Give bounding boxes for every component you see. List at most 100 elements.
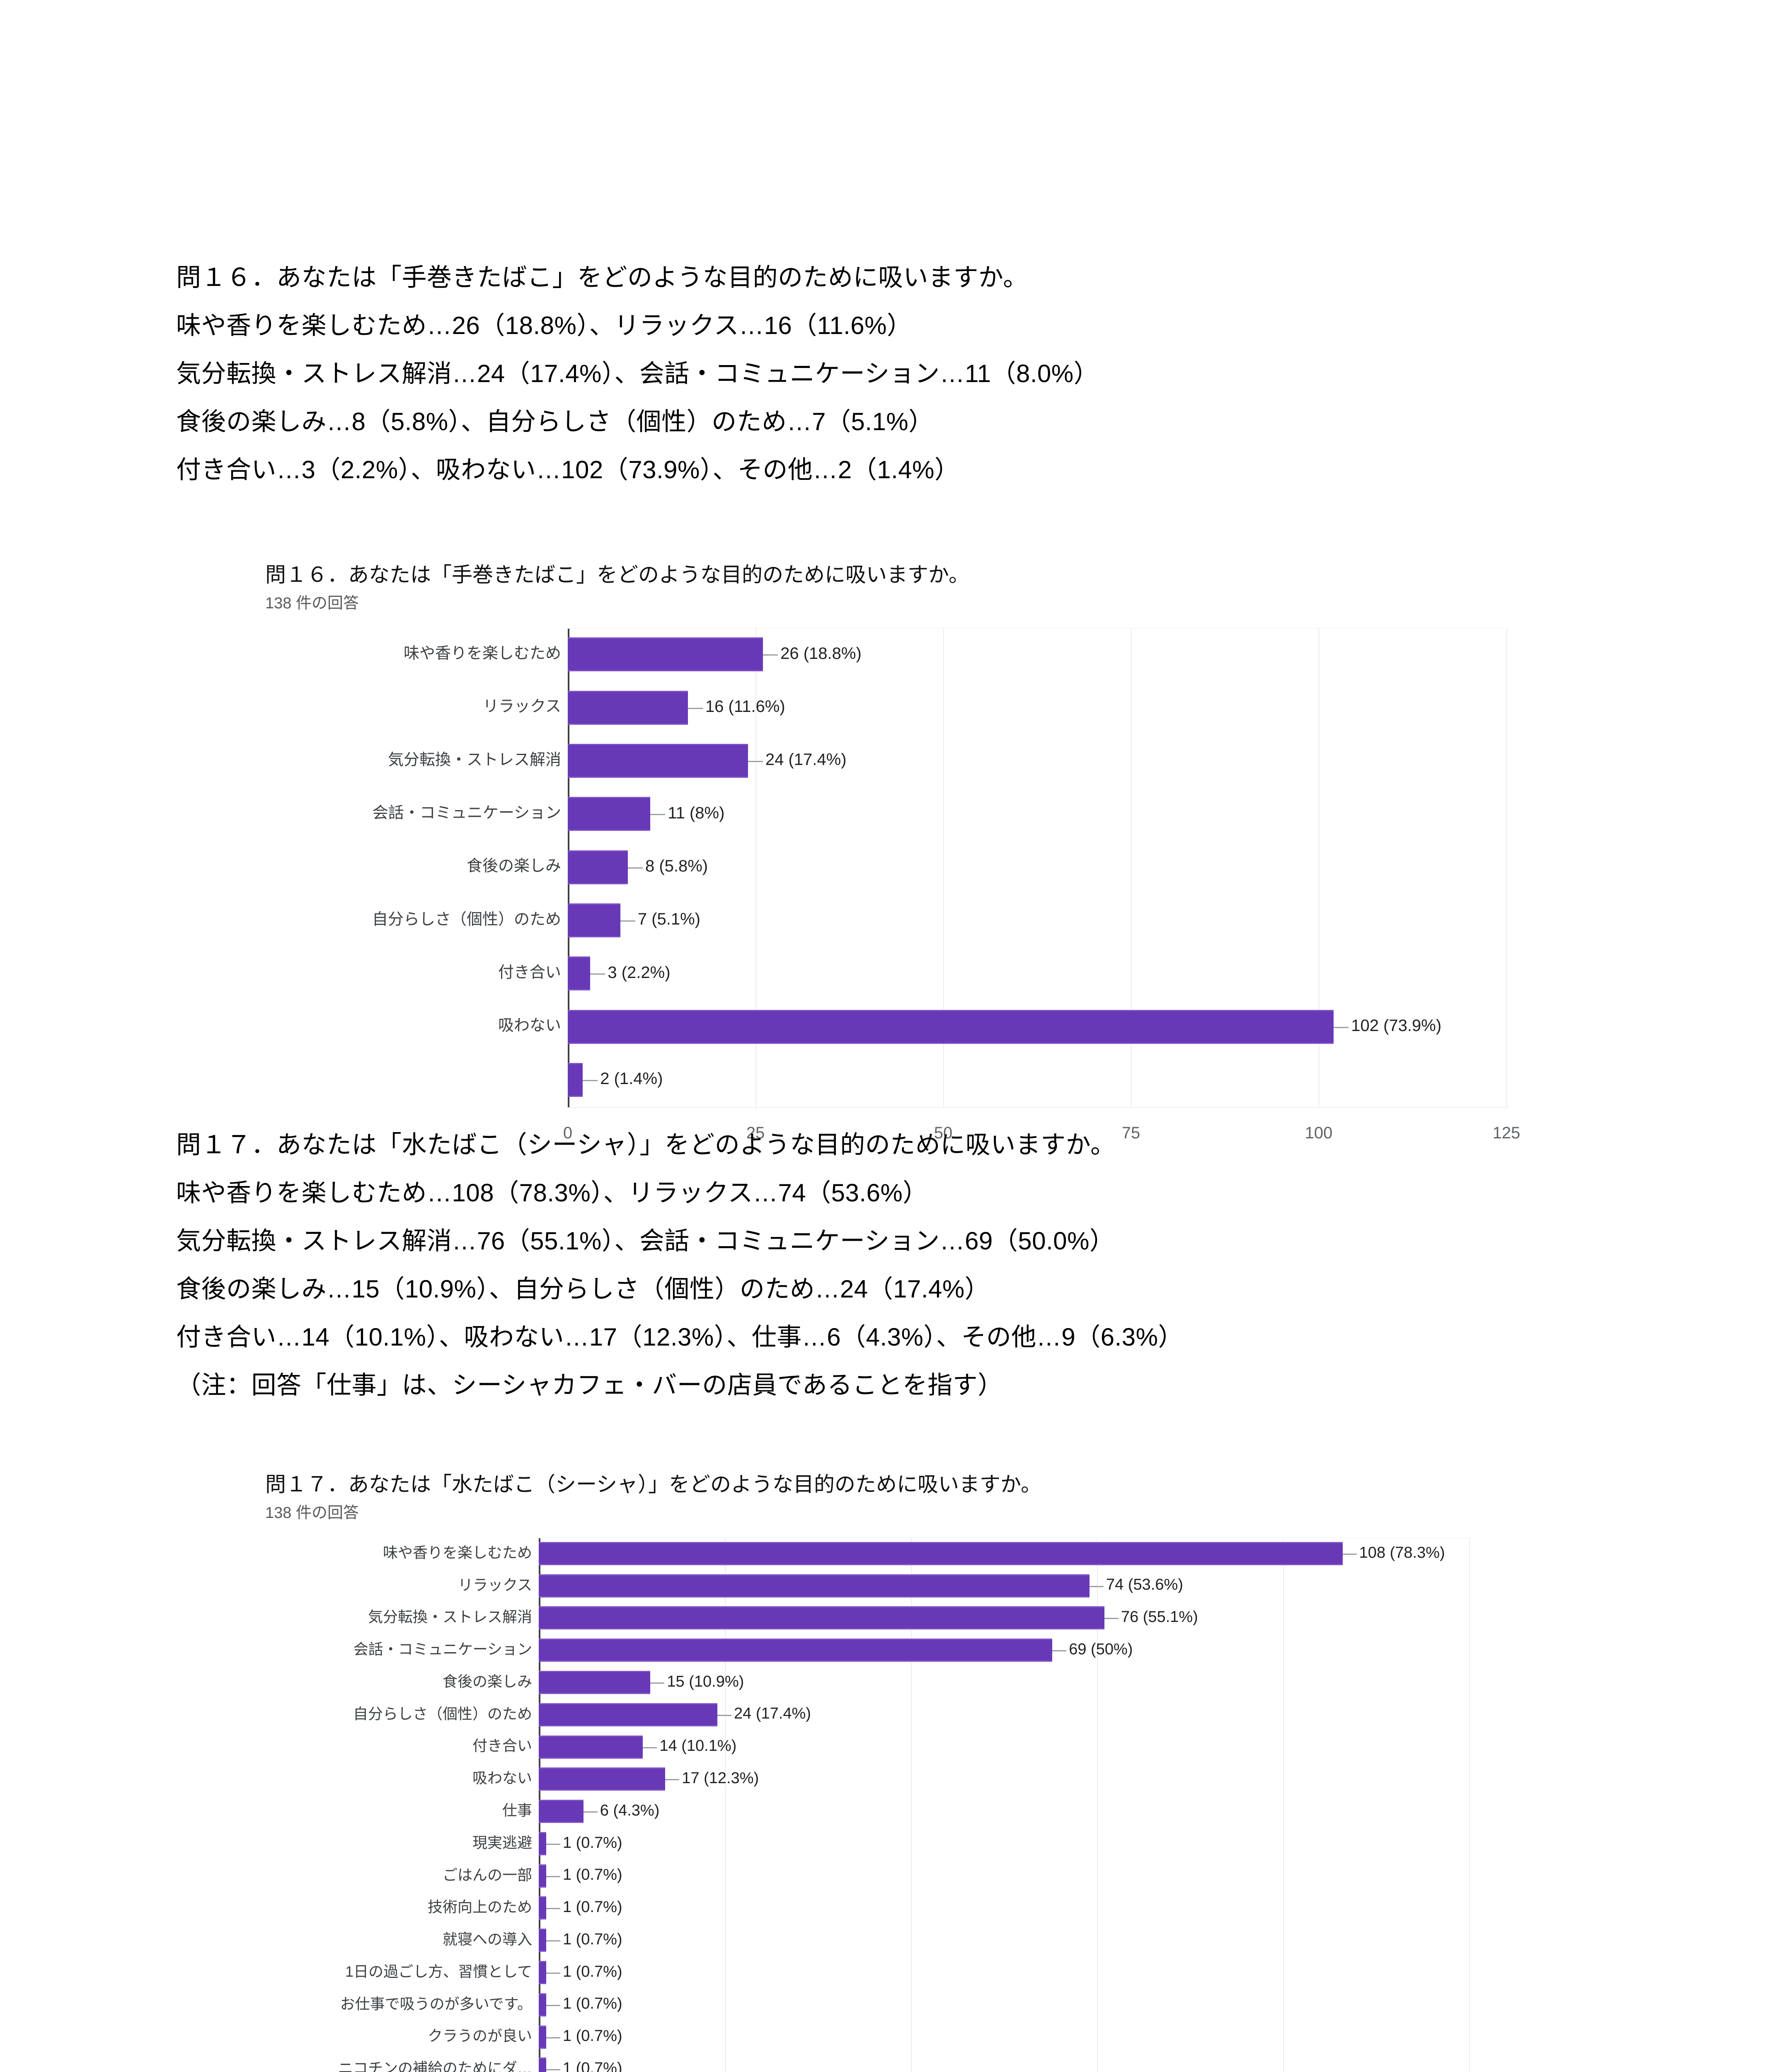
leader-line <box>583 1811 598 1813</box>
value-label: 16 (11.6%) <box>705 697 785 716</box>
value-label: 1 (0.7%) <box>562 1963 622 1980</box>
gridline <box>1131 629 1132 1107</box>
category-label: 気分転換・ストレス解消 <box>387 751 561 769</box>
value-label: 7 (5.1%) <box>637 910 700 929</box>
value-label: 26 (18.8%) <box>780 644 862 663</box>
bar <box>568 637 763 672</box>
leader-line <box>583 1080 598 1081</box>
category-label: 就寝への導入 <box>442 1931 532 1948</box>
chart-q17-title: 問１７．あなたは「水たばこ（シーシャ）」をどのような目的のために吸いますか。 <box>265 1473 1041 1496</box>
leader-line <box>650 1682 665 1684</box>
x-axis-tick: 75 <box>1121 1124 1140 1142</box>
bar <box>568 690 688 725</box>
gridline <box>1283 1538 1284 2072</box>
leader-line <box>620 920 635 922</box>
value-label: 1 (0.7%) <box>562 2060 622 2072</box>
q16-heading: 問１６．あなたは「手巻きたばこ」をどのような目的のために吸いますか。 <box>176 264 1028 291</box>
value-label: 24 (17.4%) <box>765 750 847 769</box>
x-axis-tick: 125 <box>1492 1124 1521 1142</box>
bar <box>539 1832 546 1855</box>
leader-line <box>1334 1026 1349 1028</box>
value-label: 69 (50%) <box>1069 1640 1133 1658</box>
q16-line-2: 気分転換・ストレス解消…24（17.4%）、会話・コミュニケーション…11（8.… <box>176 360 1099 387</box>
leader-line <box>1342 1553 1357 1555</box>
category-label: 吸わない <box>498 1017 561 1035</box>
leader-line <box>1090 1585 1104 1587</box>
leader-line <box>650 814 666 816</box>
value-label: 11 (8%) <box>668 804 725 822</box>
leader-line <box>546 2004 560 2006</box>
value-label: 1 (0.7%) <box>562 1898 622 1916</box>
value-label: 15 (10.9%) <box>667 1673 744 1690</box>
gridline <box>943 629 944 1107</box>
value-label: 1 (0.7%) <box>562 1930 622 1948</box>
gridline <box>1097 1538 1098 2072</box>
bar <box>539 1671 651 1694</box>
chart-q16-plot: 味や香りを楽しむため 26 (18.8%) リラックス 16 (11.6%) 気分転換・… <box>265 624 1550 1175</box>
leader-line <box>1104 1618 1119 1619</box>
chart-q16-subtitle: 138 件の回答 <box>265 595 359 612</box>
bar <box>568 743 748 778</box>
category-label: 1日の過ごし方、習慣として <box>345 1963 532 1980</box>
bar <box>539 1800 584 1823</box>
bar <box>539 1574 1090 1598</box>
value-label: 1 (0.7%) <box>562 1834 622 1852</box>
bar <box>539 1703 718 1726</box>
category-label: 食後の楽しみ <box>442 1673 532 1690</box>
leader-line <box>590 973 605 975</box>
x-axis-tick: 50 <box>934 1124 953 1142</box>
leader-line <box>546 1973 560 1974</box>
category-label: 付き合い <box>498 963 561 981</box>
leader-line <box>643 1747 657 1748</box>
leader-line <box>665 1779 680 1781</box>
q16-line-1: 味や香りを楽しむため…26（18.8%）、リラックス…16（11.6%） <box>176 312 912 339</box>
q17-line-1: 味や香りを楽しむため…108（78.3%）、リラックス…74（53.6%） <box>176 1179 928 1207</box>
chart-q17: 問１７．あなたは「水たばこ（シーシャ）」をどのような目的のために吸いますか。 1… <box>265 1471 1550 2072</box>
q17-line-4: 付き合い…14（10.1%）、吸わない…17（12.3%）、仕事…6（4.3%）… <box>176 1323 1183 1351</box>
value-label: 108 (78.3%) <box>1359 1544 1445 1561</box>
leader-line <box>627 867 643 869</box>
bar <box>568 956 591 991</box>
x-axis-tick: 0 <box>563 1124 573 1142</box>
chart-q16: 問１６．あなたは「手巻きたばこ」をどのような目的のために吸いますか。 138 件… <box>265 562 1550 1175</box>
gridline <box>1506 629 1507 1107</box>
category-label: リラックス <box>458 1576 532 1593</box>
x-axis-tick: 100 <box>1305 1124 1333 1142</box>
value-label: 1 (0.7%) <box>562 1995 622 2013</box>
category-label: 技術向上のため <box>427 1898 532 1916</box>
leader-line <box>717 1714 732 1716</box>
bar <box>539 1767 666 1791</box>
bar <box>539 1542 1343 1565</box>
gridline <box>755 629 756 1107</box>
q17-note: （注：回答「仕事」は、シーシャカフェ・バーの店員であることを指す） <box>176 1371 1003 1399</box>
category-label: ニコチンの補給のためにダ… <box>338 2060 532 2072</box>
leader-line <box>546 1876 560 1877</box>
bar <box>568 1009 1334 1044</box>
value-label: 3 (2.2%) <box>608 963 671 982</box>
bar <box>568 850 628 884</box>
chart-q17-subtitle: 138 件の回答 <box>265 1504 359 1522</box>
q16-text-block: 問１６．あなたは「手巻きたばこ」をどのような目的のために吸いますか。 味や香りを… <box>176 254 1627 494</box>
value-label: 74 (53.6%) <box>1106 1576 1183 1594</box>
value-label: 76 (55.1%) <box>1121 1608 1198 1626</box>
gridline <box>725 1538 726 2072</box>
category-label: ごはんの一部 <box>442 1866 532 1883</box>
value-label: 8 (5.8%) <box>645 857 708 876</box>
bar <box>539 1929 546 1952</box>
bar <box>539 1735 643 1759</box>
q16-line-4: 付き合い…3（2.2%）、吸わない…102（73.9%）、その他…2（1.4%） <box>176 456 960 484</box>
category-label: 自分らしさ（個性）のため <box>353 1705 532 1722</box>
leader-line <box>546 1940 560 1942</box>
value-label: 1 (0.7%) <box>562 2027 622 2045</box>
value-label: 14 (10.1%) <box>659 1737 737 1755</box>
leader-line <box>1052 1650 1067 1652</box>
category-label: 現実逃避 <box>472 1834 532 1851</box>
bar <box>539 1864 546 1888</box>
bar <box>568 797 651 831</box>
leader-line <box>546 2037 560 2038</box>
gridline <box>1469 1538 1470 2072</box>
leader-line <box>748 760 763 762</box>
category-label: 食後の楽しみ <box>466 857 561 875</box>
category-label: 味や香りを楽しむため <box>403 644 561 662</box>
